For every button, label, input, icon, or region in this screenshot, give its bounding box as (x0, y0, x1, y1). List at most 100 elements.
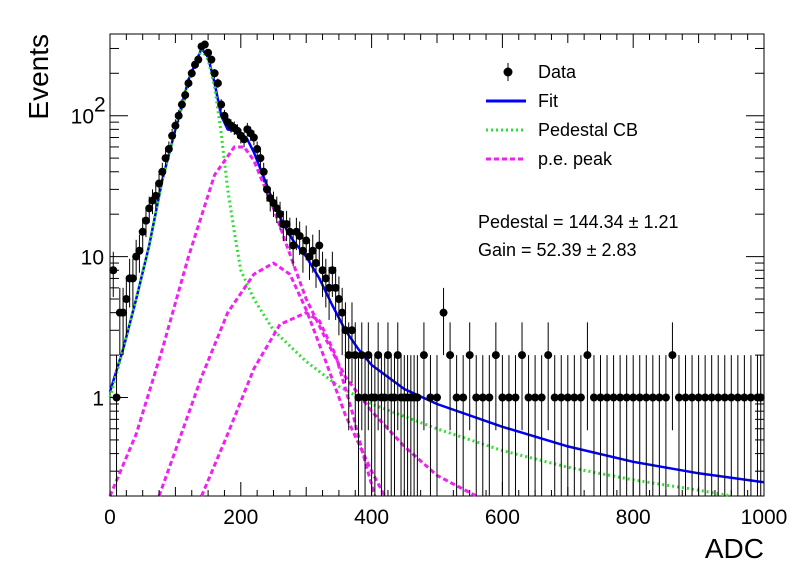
data-point (642, 393, 651, 402)
data-point (119, 308, 128, 317)
x-tick-label: 0 (104, 506, 116, 529)
data-point (596, 393, 605, 402)
data-point (720, 393, 729, 402)
data-point (635, 393, 644, 402)
data-point (459, 393, 468, 402)
data-point (259, 167, 268, 176)
data-point (383, 351, 392, 360)
data-point (272, 204, 281, 213)
data-point (128, 274, 137, 283)
data-point (733, 393, 742, 402)
legend-label: Data (538, 62, 577, 82)
data-point (151, 191, 160, 200)
data-point (361, 393, 370, 402)
data-point (364, 351, 373, 360)
data-point (616, 393, 625, 402)
data-point (351, 351, 360, 360)
data-point (344, 351, 353, 360)
data-point (504, 393, 513, 402)
data-point (380, 393, 389, 402)
data-point (370, 393, 379, 402)
y-tick-label: 10 (71, 106, 94, 129)
data-point (200, 40, 209, 49)
data-point (452, 393, 461, 402)
data-point (262, 185, 271, 194)
data-point (589, 393, 598, 402)
data-point (122, 295, 131, 304)
data-point (603, 393, 612, 402)
data-point (174, 111, 183, 120)
data-point (701, 393, 710, 402)
data-point (289, 241, 298, 250)
data-point (413, 393, 422, 402)
data-point (341, 326, 350, 335)
x-tick-label: 200 (223, 506, 258, 529)
legend: Data Fit Pedestal CB p.e. peak (486, 62, 638, 169)
data-point (531, 393, 540, 402)
data-point (158, 167, 167, 176)
data-point (694, 393, 703, 402)
data-point (282, 220, 291, 229)
data-point (498, 393, 507, 402)
data-point (331, 283, 340, 292)
data-point (138, 227, 147, 236)
data-point (325, 283, 334, 292)
data-point (357, 351, 366, 360)
data-points-layer (109, 40, 765, 496)
data-point (629, 393, 638, 402)
data-point (161, 154, 170, 163)
data-point (181, 91, 190, 100)
data-point (511, 393, 520, 402)
data-point (478, 393, 487, 402)
data-point (328, 266, 337, 275)
data-point (295, 232, 304, 241)
data-point (276, 210, 285, 219)
data-point (338, 308, 347, 317)
y-tick-label: 1 (92, 388, 104, 411)
data-point (285, 227, 294, 236)
data-point (648, 393, 657, 402)
data-point (446, 351, 455, 360)
data-point (668, 351, 677, 360)
y-axis-title: Events (23, 34, 54, 120)
data-point (550, 393, 559, 402)
data-point (240, 135, 249, 144)
data-point (740, 393, 749, 402)
data-point (253, 145, 262, 154)
data-point (583, 351, 592, 360)
data-point (213, 79, 222, 88)
data-point (688, 393, 697, 402)
data-point (661, 393, 670, 402)
data-point (334, 295, 343, 304)
data-point (207, 55, 216, 64)
data-point (570, 393, 579, 402)
data-point (472, 393, 481, 402)
data-point (714, 393, 723, 402)
y-tick-label: 10 (81, 247, 104, 270)
data-point (305, 252, 314, 261)
data-point (308, 246, 317, 255)
data-point (347, 326, 356, 335)
y-tick-label-exponent: 2 (94, 94, 106, 117)
data-point (204, 48, 213, 57)
data-point (491, 351, 500, 360)
data-point (674, 393, 683, 402)
data-point (465, 351, 474, 360)
data-point (537, 393, 546, 402)
data-point (256, 154, 265, 163)
data-point (217, 100, 226, 109)
x-tick-label: 800 (616, 506, 651, 529)
x-tick-label: 600 (485, 506, 520, 529)
data-point (318, 266, 327, 275)
legend-label: p.e. peak (538, 149, 613, 169)
data-point (321, 274, 330, 283)
data-point (168, 131, 177, 140)
data-point (177, 100, 186, 109)
annotation-gain: Gain = 52.39 ± 2.83 (478, 240, 637, 260)
data-point (315, 241, 324, 250)
data-point (485, 393, 494, 402)
data-point (354, 393, 363, 402)
